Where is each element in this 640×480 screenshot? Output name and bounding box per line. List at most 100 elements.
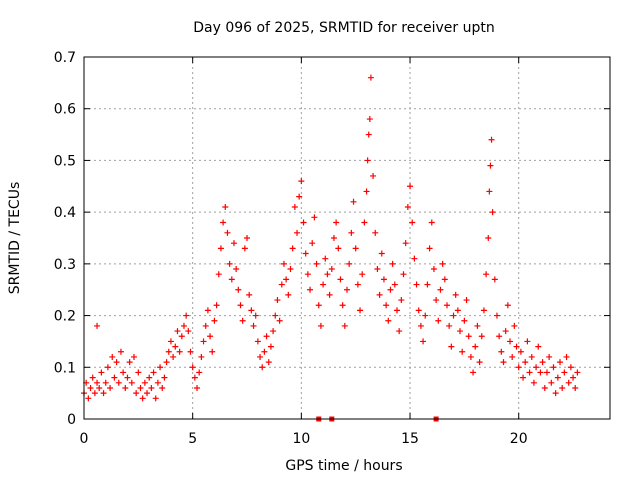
data-point [167, 338, 174, 345]
y-axis-label: SRMTID / TECUs [7, 182, 23, 295]
data-point [267, 343, 274, 350]
data-point [396, 328, 403, 335]
data-point [154, 379, 161, 386]
data-point [420, 338, 427, 345]
data-point [520, 374, 527, 381]
data-point [244, 235, 251, 241]
data-point [359, 271, 366, 278]
data-point [448, 343, 455, 350]
y-tick-label: 0.1 [54, 360, 76, 376]
data-point [478, 333, 485, 340]
data-point [157, 364, 164, 371]
data-point [283, 276, 290, 283]
data-point [233, 266, 240, 273]
data-point [352, 245, 359, 252]
data-point [185, 328, 192, 335]
data-point [309, 240, 316, 247]
data-point [135, 369, 142, 376]
data-point [485, 235, 492, 241]
data-point [257, 353, 264, 360]
data-point [204, 307, 211, 314]
data-point [259, 364, 266, 371]
data-point [344, 286, 350, 293]
data-point [187, 348, 194, 355]
data-point [254, 338, 261, 345]
data-point [461, 317, 468, 324]
data-point [117, 348, 124, 355]
data-point [235, 286, 242, 293]
data-point [270, 328, 277, 335]
data-point [364, 157, 371, 164]
y-tick-label: 0 [67, 412, 76, 428]
y-tick-label: 0.3 [54, 257, 76, 273]
data-point [467, 353, 474, 360]
data-point [537, 369, 544, 376]
data-point [237, 302, 244, 309]
data-point [122, 384, 129, 391]
data-point [324, 271, 331, 278]
data-point [509, 353, 516, 360]
data-point [487, 162, 494, 169]
data-point [507, 338, 514, 345]
data-point [563, 353, 570, 360]
data-point [159, 384, 166, 391]
data-point [366, 116, 373, 123]
data-point [415, 307, 422, 314]
data-point [493, 312, 500, 319]
data-point [433, 297, 440, 304]
data-point [226, 260, 233, 267]
data-point [422, 312, 429, 319]
data-point [107, 384, 114, 391]
data-point [278, 281, 285, 288]
y-tick-label: 0.7 [54, 50, 76, 66]
data-point [300, 219, 307, 226]
data-point [152, 395, 159, 402]
y-axis: 0 0.1 0.2 0.3 0.4 0.5 0.6 0.7 [54, 50, 610, 428]
data-point [372, 229, 379, 236]
data-point [363, 188, 370, 195]
data-point [572, 384, 579, 391]
data-point [337, 276, 344, 283]
data-point [424, 281, 431, 288]
data-point [504, 302, 511, 309]
data-point [224, 229, 231, 236]
data-point [546, 353, 553, 360]
data-point [189, 364, 196, 371]
data-point [533, 364, 540, 371]
data-point [176, 348, 183, 355]
y-tick-label: 0.4 [54, 205, 76, 221]
data-point [476, 359, 483, 366]
data-point [565, 379, 572, 386]
data-point [307, 286, 314, 293]
data-point [526, 369, 533, 376]
y-tick-label: 0.6 [54, 102, 76, 118]
data-points [81, 74, 581, 422]
data-point [291, 203, 298, 210]
data-point [111, 374, 118, 381]
data-point [522, 359, 529, 366]
data-point [402, 240, 409, 247]
data-point [491, 276, 498, 283]
data-point [217, 245, 224, 252]
data-point [380, 276, 387, 283]
data-point [383, 302, 390, 309]
data-point [285, 291, 292, 298]
data-point [172, 343, 179, 350]
data-point [530, 379, 537, 386]
data-point [376, 291, 383, 298]
data-point [452, 291, 459, 298]
data-point [211, 317, 218, 324]
data-point [198, 353, 205, 360]
data-point [222, 203, 229, 210]
data-point [554, 374, 561, 381]
data-point [194, 384, 201, 391]
data-point [428, 219, 435, 226]
data-point [548, 379, 555, 386]
data-point [398, 297, 405, 304]
data-point [517, 348, 524, 355]
data-point [341, 322, 348, 329]
data-point [361, 219, 368, 226]
data-point [457, 328, 464, 335]
data-point [209, 348, 216, 355]
